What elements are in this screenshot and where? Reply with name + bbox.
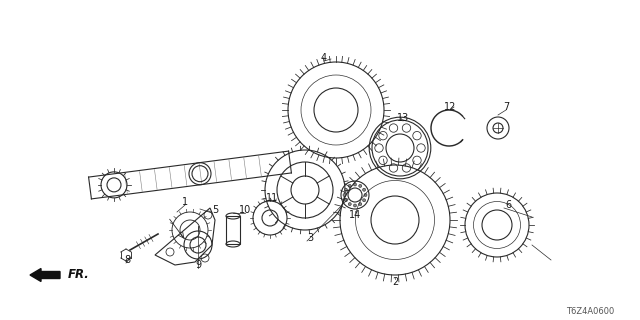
Circle shape	[363, 199, 365, 202]
Circle shape	[359, 203, 362, 205]
Text: 3: 3	[307, 233, 313, 243]
Text: 11: 11	[266, 193, 278, 203]
Bar	[226, 216, 240, 244]
Text: 2: 2	[392, 277, 398, 287]
Text: 10: 10	[239, 205, 251, 215]
Circle shape	[363, 188, 365, 191]
Circle shape	[364, 194, 367, 196]
Circle shape	[348, 203, 351, 205]
Text: T6Z4A0600: T6Z4A0600	[566, 308, 614, 316]
Circle shape	[348, 184, 351, 188]
Text: 7: 7	[503, 102, 509, 112]
Circle shape	[344, 188, 348, 191]
Text: 12: 12	[444, 102, 456, 112]
Text: 14: 14	[349, 210, 361, 220]
Text: 5: 5	[212, 205, 218, 215]
Text: 8: 8	[124, 255, 130, 265]
Text: 1: 1	[182, 197, 188, 207]
Text: 9: 9	[195, 260, 201, 270]
Circle shape	[343, 194, 346, 196]
Circle shape	[353, 183, 356, 186]
Text: 13: 13	[397, 113, 409, 123]
Circle shape	[353, 204, 356, 207]
FancyArrow shape	[30, 268, 60, 282]
Text: 4: 4	[321, 53, 327, 63]
Text: FR.: FR.	[68, 268, 90, 282]
Text: 6: 6	[505, 200, 511, 210]
Circle shape	[344, 199, 348, 202]
Circle shape	[359, 184, 362, 188]
